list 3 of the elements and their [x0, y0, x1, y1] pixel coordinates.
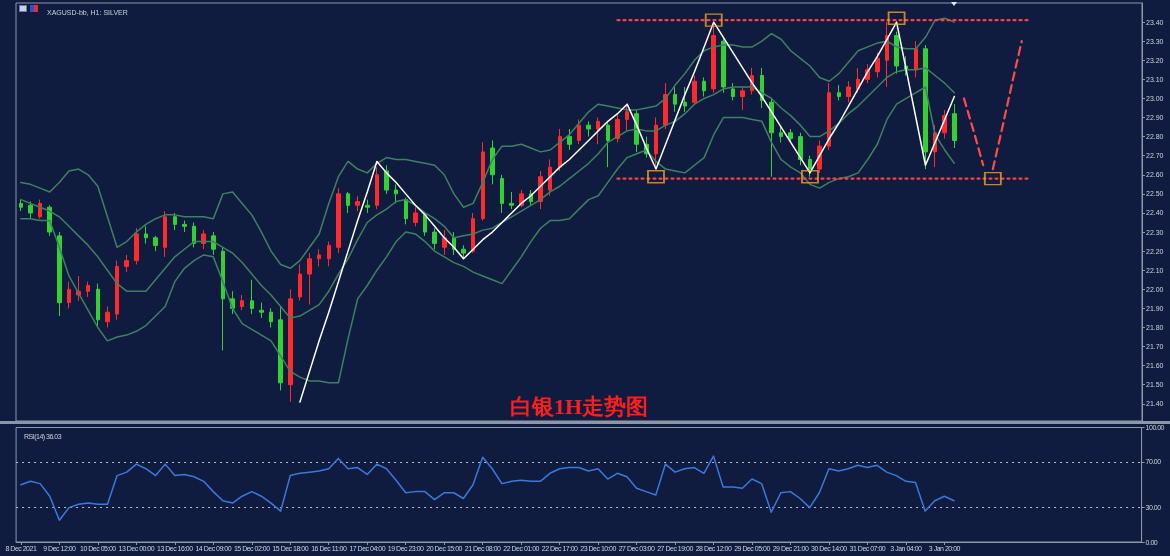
candlestick — [19, 199, 23, 212]
candlestick — [28, 201, 33, 220]
line-series — [20, 455, 955, 521]
